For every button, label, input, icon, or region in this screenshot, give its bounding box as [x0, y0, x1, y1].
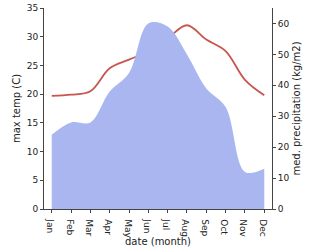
- svg-text:35: 35: [27, 3, 38, 13]
- svg-text:20: 20: [278, 142, 290, 152]
- svg-text:max temp (C): max temp (C): [11, 74, 22, 143]
- svg-text:Dec: Dec: [258, 219, 268, 236]
- svg-text:0: 0: [278, 204, 284, 214]
- svg-text:Apr: Apr: [103, 219, 113, 235]
- svg-text:Jan: Jan: [45, 218, 55, 233]
- svg-text:Mar: Mar: [84, 219, 94, 236]
- svg-text:Sep: Sep: [200, 219, 210, 236]
- svg-text:0: 0: [32, 204, 38, 214]
- svg-text:30: 30: [278, 111, 290, 121]
- svg-text:10: 10: [27, 147, 39, 157]
- svg-text:Aug: Aug: [180, 219, 190, 237]
- svg-text:Jun: Jun: [142, 218, 152, 233]
- svg-text:60: 60: [278, 19, 290, 29]
- svg-text:30: 30: [27, 32, 39, 42]
- svg-text:Nov: Nov: [238, 219, 248, 237]
- svg-text:40: 40: [278, 80, 290, 90]
- svg-text:Feb: Feb: [65, 219, 75, 235]
- svg-text:10: 10: [278, 173, 290, 183]
- svg-text:med. precipitation (kg/m2): med. precipitation (kg/m2): [291, 41, 302, 175]
- svg-text:50: 50: [278, 50, 290, 60]
- svg-text:25: 25: [27, 61, 38, 71]
- svg-text:May: May: [123, 219, 133, 238]
- svg-text:20: 20: [27, 89, 39, 99]
- svg-text:Jul: Jul: [161, 218, 171, 230]
- svg-text:date (month): date (month): [125, 236, 191, 247]
- svg-text:5: 5: [32, 175, 38, 185]
- svg-text:15: 15: [27, 118, 38, 128]
- svg-text:Oct: Oct: [219, 219, 229, 235]
